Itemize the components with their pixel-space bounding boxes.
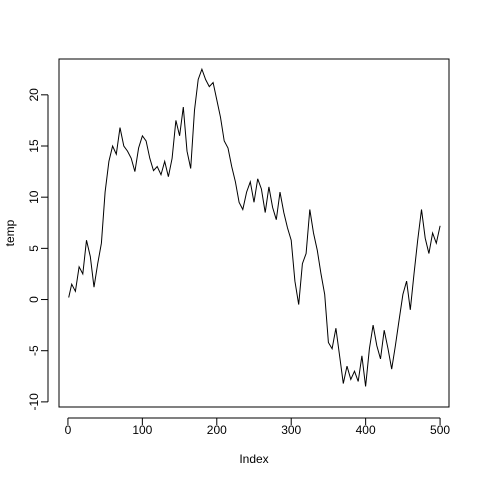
y-tick-label: 20 bbox=[27, 88, 41, 102]
x-tick-label: 200 bbox=[207, 423, 227, 437]
x-tick-label: 100 bbox=[132, 423, 152, 437]
y-tick-label: -5 bbox=[27, 345, 41, 356]
y-tick-label: 15 bbox=[27, 139, 41, 153]
y-tick-label: 0 bbox=[27, 296, 41, 303]
x-tick-label: 0 bbox=[65, 423, 72, 437]
y-tick-label: 10 bbox=[27, 190, 41, 204]
y-axis-title: temp bbox=[3, 219, 17, 246]
y-axis: -10 -5 0 5 10 15 20 bbox=[27, 88, 49, 411]
x-tick-label: 300 bbox=[281, 423, 301, 437]
plot-frame bbox=[58, 58, 450, 408]
x-axis: 0 100 200 300 400 500 bbox=[65, 417, 450, 437]
x-tick-label: 400 bbox=[356, 423, 376, 437]
y-tick-label: 5 bbox=[27, 245, 41, 252]
x-axis-title: Index bbox=[239, 452, 268, 466]
y-tick-label: -10 bbox=[27, 393, 41, 411]
series-line bbox=[68, 67, 441, 387]
x-tick-label: 500 bbox=[430, 423, 450, 437]
